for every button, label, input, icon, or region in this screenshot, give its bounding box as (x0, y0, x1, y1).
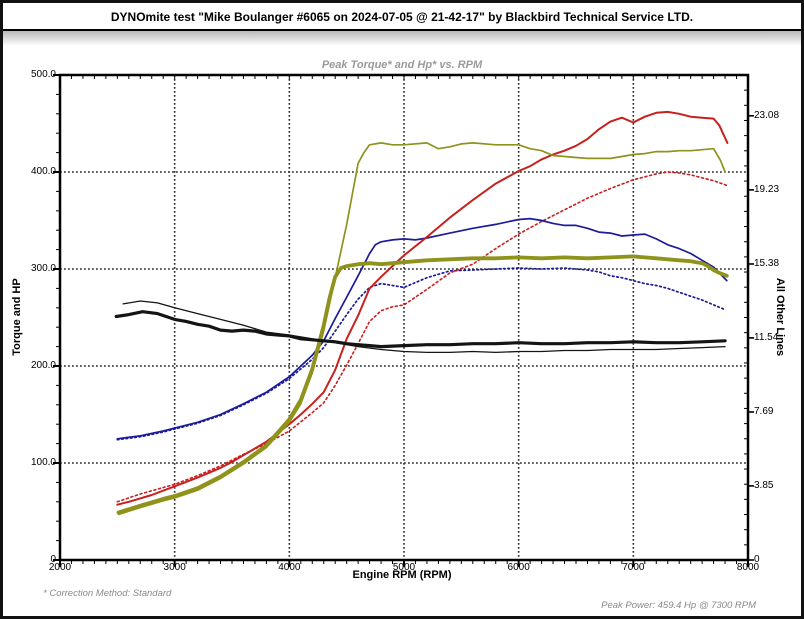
x-axis-title: Engine RPM (RPM) (352, 569, 452, 581)
y-left-tick-label: 0 (50, 554, 56, 565)
y-left-axis-title: Torque and HP (11, 278, 23, 356)
x-tick-label: 6000 (507, 562, 530, 573)
y-left-tick-label: 100.0 (30, 457, 56, 468)
y-right-tick-label: 23.08 (754, 109, 780, 121)
plot-area (53, 73, 754, 567)
x-tick-label: 2000 (48, 562, 72, 573)
header-gradient (3, 31, 801, 46)
header-rule (3, 29, 801, 31)
y-left-tick-label: 300.0 (30, 263, 56, 274)
y-left-tick-label: 400.0 (30, 166, 56, 177)
y-right-tick-label: 3.85 (754, 479, 774, 491)
y-right-tick-label: 15.38 (754, 257, 780, 269)
series-blue-solid (116, 217, 728, 440)
x-tick-label: 7000 (622, 562, 645, 573)
x-tick-label: 8000 (736, 562, 760, 573)
y-left-tick-label: 500.0 (30, 69, 56, 80)
y-left-tick-label: 200.0 (30, 360, 56, 371)
footnote-correction-method: * Correction Method: Standard (43, 588, 172, 599)
plot-border (58, 73, 750, 562)
series-olive-thick (116, 254, 729, 515)
y-right-tick-label: 7.69 (754, 405, 774, 417)
footnote-peak-power: Peak Power: 459.4 Hp @ 7300 RPM (601, 600, 756, 611)
series-black-thin (122, 300, 726, 354)
x-tick-label: 5000 (392, 562, 416, 573)
y-right-tick-label: 19.23 (754, 183, 780, 195)
x-tick-label: 4000 (278, 562, 301, 573)
window-title: DYNOmite test "Mike Boulanger #6065 on 2… (110, 10, 694, 24)
series-red-solid (116, 110, 729, 506)
chart-title: Peak Torque* and Hp* vs. RPM (321, 59, 483, 71)
y-right-tick-label: 11.54 (754, 331, 779, 343)
y-right-tick-label: 0 (754, 554, 760, 565)
series-black-thick (114, 310, 727, 349)
series-blue-dotted (116, 267, 726, 441)
x-tick-label: 3000 (163, 562, 186, 573)
series-red-dotted (116, 171, 729, 503)
